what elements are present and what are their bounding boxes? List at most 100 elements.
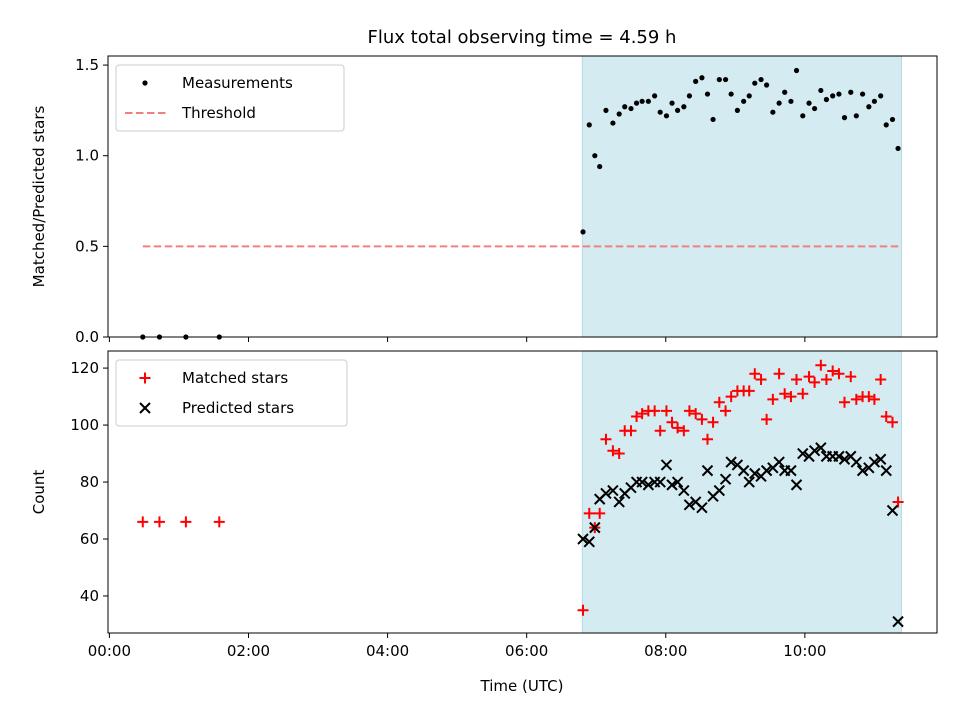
data-point	[678, 484, 690, 497]
data-point	[674, 107, 681, 113]
data-point	[720, 405, 732, 417]
x-tick-label: 02:00	[227, 642, 270, 660]
data-point	[600, 487, 612, 500]
data-point	[895, 145, 901, 152]
data-point	[833, 450, 845, 463]
data-point	[707, 416, 719, 428]
y-tick-label: 1.5	[75, 56, 99, 74]
data-point	[666, 479, 678, 491]
data-point	[749, 368, 761, 380]
x-tick-label: 04:00	[366, 642, 409, 660]
data-point	[603, 107, 609, 113]
data-point	[833, 368, 845, 380]
y-axis-label: Count	[30, 470, 48, 515]
data-point	[853, 113, 859, 119]
data-point	[713, 396, 725, 408]
data-point	[773, 368, 785, 380]
data-point	[600, 433, 612, 445]
data-point	[180, 516, 192, 528]
y-tick-label: 0.0	[75, 328, 99, 346]
data-point	[866, 104, 872, 110]
data-point	[892, 496, 904, 508]
data-point	[613, 448, 625, 460]
data-point	[886, 504, 899, 517]
data-point	[848, 89, 854, 95]
data-point	[803, 371, 815, 383]
data-point	[693, 78, 699, 84]
data-point	[743, 385, 755, 397]
data-point	[701, 433, 713, 445]
data-point	[827, 365, 839, 377]
data-point	[672, 422, 684, 434]
data-point	[880, 411, 892, 423]
data-point	[631, 411, 643, 423]
series-matched-stars	[137, 359, 904, 616]
y-tick-label: 60	[80, 530, 99, 548]
y-tick-label: 1.0	[75, 147, 99, 165]
data-point	[625, 425, 637, 437]
data-point	[790, 479, 803, 491]
data-point	[868, 456, 881, 468]
data-point	[868, 393, 880, 405]
data-point	[761, 413, 773, 425]
data-point	[657, 109, 663, 115]
data-point	[583, 536, 595, 548]
data-point	[633, 100, 640, 106]
data-point	[830, 93, 836, 99]
y-tick-label: 80	[80, 473, 99, 491]
data-point	[610, 120, 616, 126]
panel-1: 0.0 0.5 1.0 1.5 Matched/Predicted stars Measu…	[30, 55, 938, 346]
legend-box	[115, 359, 348, 427]
data-point	[696, 413, 708, 425]
data-point	[871, 98, 878, 104]
data-point	[880, 464, 892, 477]
data-point	[666, 416, 678, 428]
data-point	[153, 516, 165, 528]
data-point	[773, 456, 785, 468]
data-point	[779, 388, 791, 400]
data-point	[746, 93, 752, 99]
data-point	[889, 116, 896, 123]
data-point	[752, 80, 758, 86]
axes-frame	[107, 350, 938, 634]
legend: Measurements Threshold	[115, 64, 345, 132]
data-point	[607, 484, 619, 497]
data-point	[669, 100, 675, 106]
data-point	[652, 93, 658, 99]
data-point	[793, 67, 800, 74]
data-point	[139, 372, 151, 384]
data-point	[686, 93, 693, 99]
data-point	[696, 501, 708, 514]
data-point	[800, 113, 806, 119]
data-point	[660, 459, 673, 471]
data-point	[594, 507, 606, 519]
data-point	[636, 476, 648, 488]
data-point	[139, 402, 151, 414]
data-point	[654, 425, 666, 437]
x-axis-label: Time (UTC)	[480, 677, 564, 695]
data-point	[142, 80, 148, 86]
data-point	[892, 615, 904, 628]
chart-title: Flux total observing time = 4.59 h	[368, 27, 677, 48]
data-point	[806, 100, 812, 106]
data-point	[797, 447, 809, 460]
data-point	[649, 405, 661, 417]
data-point	[845, 371, 857, 383]
data-point	[642, 479, 655, 491]
data-point	[597, 163, 603, 170]
data-point	[820, 373, 832, 385]
data-point	[577, 604, 589, 616]
data-point	[788, 98, 794, 104]
data-point	[589, 521, 601, 534]
data-point	[607, 445, 619, 457]
data-point	[737, 464, 750, 477]
data-point	[856, 464, 869, 477]
data-point	[681, 104, 687, 110]
data-point	[818, 87, 824, 94]
data-point	[770, 109, 776, 115]
legend-label: Matched stars	[182, 369, 288, 387]
data-point	[734, 107, 741, 113]
y-tick-label: 0.5	[75, 237, 99, 255]
data-point	[749, 467, 761, 480]
